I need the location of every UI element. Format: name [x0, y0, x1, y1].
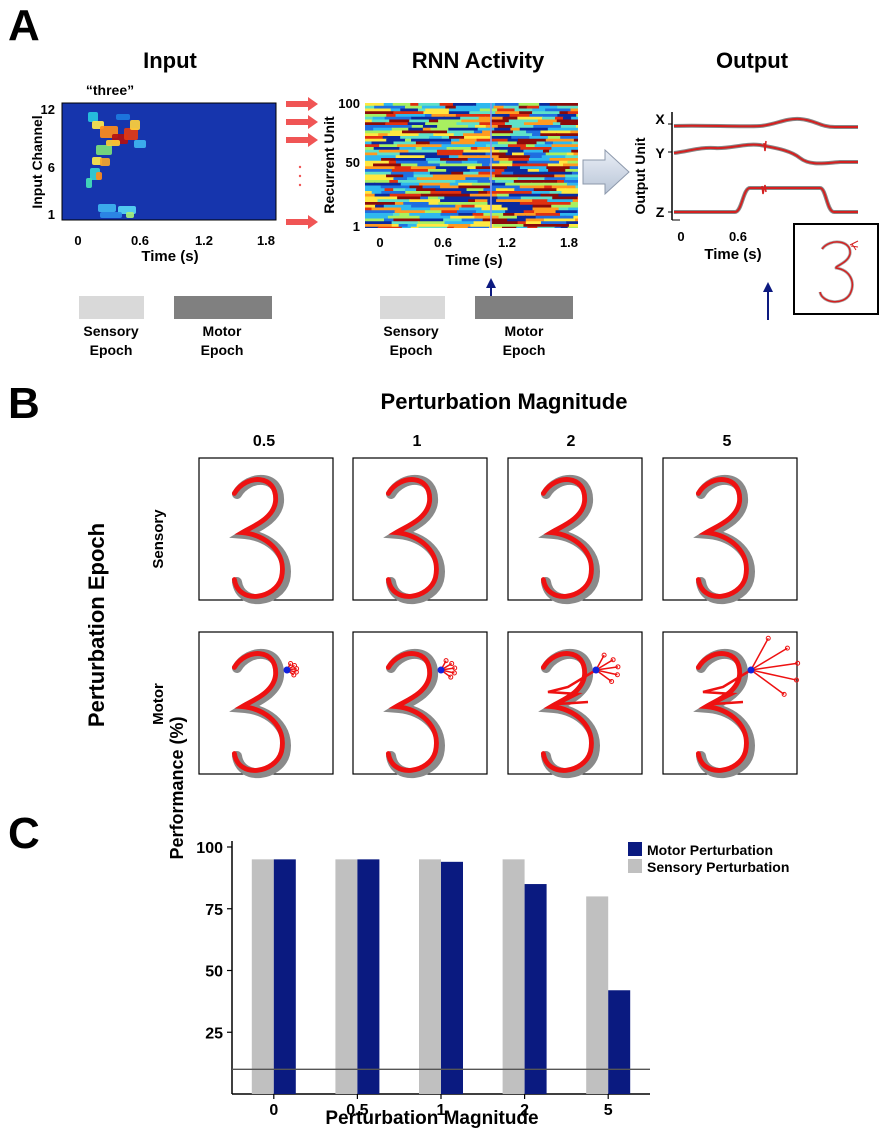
output-xtick-0.6: 0.6: [729, 229, 747, 244]
rnn-title: RNN Activity: [412, 48, 545, 73]
channel-arrow-icon: [286, 97, 318, 111]
digit-cell: [507, 631, 643, 778]
x-tick-label: 1: [437, 1102, 446, 1119]
bar-motor: [357, 859, 380, 1094]
rnn-heatmap: [365, 103, 578, 228]
digit-cell: [507, 457, 643, 604]
bar-sensory: [586, 896, 609, 1094]
column-label-0.5: 0.5: [253, 433, 275, 450]
column-label-1: 1: [413, 433, 422, 450]
sensory-epoch-label-rnn-line1: Sensory: [383, 323, 438, 339]
rnn-xtick-0: 0: [376, 235, 383, 250]
output-ylabel: Output Unit: [632, 137, 648, 214]
motor-epoch-label-line2: Epoch: [201, 342, 244, 358]
bar-motor: [524, 884, 547, 1094]
y-tick-label: 100: [196, 840, 223, 857]
channel-arrow-icon: [286, 133, 318, 147]
input-heatmap: [61, 102, 277, 221]
input-xtick-0: 0: [74, 233, 81, 248]
input-title: Input: [143, 48, 197, 73]
perturbation-epoch-label: Perturbation Epoch: [84, 523, 109, 727]
rnn-xtick-0.6: 0.6: [434, 235, 452, 250]
sensory-epoch-label-rnn-line2: Epoch: [390, 342, 433, 358]
chart-ylabel: Performance (%): [167, 716, 187, 859]
bar-motor: [273, 859, 296, 1094]
output-channel-y: Y: [655, 145, 665, 161]
x-tick-label: 0: [269, 1102, 278, 1119]
motor-epoch-bar-rnn: [475, 296, 573, 319]
row-label-motor: Motor: [150, 683, 167, 725]
output-traces: [668, 112, 858, 221]
output-channel-z: Z: [656, 204, 665, 220]
x-tick-label: 5: [604, 1102, 613, 1119]
output-channel-x: X: [655, 111, 665, 127]
bar-sensory: [251, 859, 274, 1094]
rnn-xtick-1.8: 1.8: [560, 235, 578, 250]
digit-cell: [198, 457, 334, 604]
panel-label-c: C: [8, 809, 40, 858]
input-ytick-1: 1: [48, 207, 55, 222]
digit-cell: [352, 457, 488, 604]
row-label-sensory: Sensory: [150, 509, 167, 569]
bar-sensory: [335, 859, 358, 1094]
panel-label-b: B: [8, 379, 40, 428]
rnn-ylabel: Recurrent Unit: [321, 116, 337, 214]
input-xtick-1.2: 1.2: [195, 233, 213, 248]
perturbation-grid: [198, 457, 801, 778]
input-xlabel: Time (s): [141, 248, 198, 265]
panel-label-a: A: [8, 1, 40, 50]
x-tick-label: 2: [520, 1102, 529, 1119]
input-ytick-12: 12: [41, 102, 55, 117]
output-inset-digit: [793, 223, 879, 315]
motor-epoch-label-rnn-line2: Epoch: [503, 342, 546, 358]
y-tick-label: 75: [205, 902, 223, 919]
output-xlabel: Time (s): [704, 246, 761, 263]
rnn-xlabel: Time (s): [445, 252, 502, 269]
legend-swatch-sensory: [628, 859, 642, 873]
input-xtick-1.8: 1.8: [257, 233, 275, 248]
legend-swatch-motor: [628, 842, 642, 856]
bar-motor: [441, 861, 463, 1094]
sensory-epoch-bar-input: [79, 296, 144, 319]
rnn-ytick-50: 50: [346, 155, 360, 170]
panel-b-title: Perturbation Magnitude: [381, 389, 628, 414]
bar-sensory: [502, 859, 525, 1094]
channel-arrow-icon: [286, 115, 318, 129]
bar-motor: [608, 990, 631, 1094]
channel-arrow-icon: [286, 215, 318, 229]
bar-sensory: [419, 859, 441, 1094]
rnn-ytick-1: 1: [353, 219, 360, 234]
chart-legend: Motor Perturbation Sensory Perturbation: [628, 842, 789, 875]
digit-cell: [198, 631, 334, 778]
legend-label-sensory: Sensory Perturbation: [647, 859, 789, 875]
digit-cell: [662, 631, 801, 778]
rnn-to-output-arrow-icon: [582, 148, 630, 196]
output-title: Output: [716, 48, 789, 73]
y-tick-label: 25: [205, 1025, 223, 1042]
legend-label-motor: Motor Perturbation: [647, 842, 773, 858]
chart-xlabel: Perturbation Magnitude: [325, 1108, 538, 1129]
sensory-epoch-label-line2: Epoch: [90, 342, 133, 358]
input-xtick-0.6: 0.6: [131, 233, 149, 248]
input-ytick-6: 6: [48, 160, 55, 175]
x-tick-label: 0.5: [346, 1102, 368, 1119]
motor-epoch-bar-input: [174, 296, 272, 319]
y-tick-label: 50: [205, 964, 223, 981]
rnn-ytick-100: 100: [338, 96, 360, 111]
sensory-epoch-label-line1: Sensory: [83, 323, 138, 339]
input-ylabel: Input Channel: [29, 115, 45, 208]
sensory-epoch-bar-rnn: [380, 296, 445, 319]
output-xtick-0: 0: [677, 229, 684, 244]
motor-epoch-label-line1: Motor: [203, 323, 242, 339]
digit-cell: [352, 631, 488, 778]
digit-cell: [662, 457, 798, 604]
motor-epoch-label-rnn-line1: Motor: [505, 323, 544, 339]
column-label-2: 2: [567, 433, 576, 450]
column-label-5: 5: [723, 433, 732, 450]
rnn-xtick-1.2: 1.2: [498, 235, 516, 250]
stimulus-label: “three”: [86, 82, 134, 98]
input-to-rnn-arrows: [286, 97, 318, 229]
